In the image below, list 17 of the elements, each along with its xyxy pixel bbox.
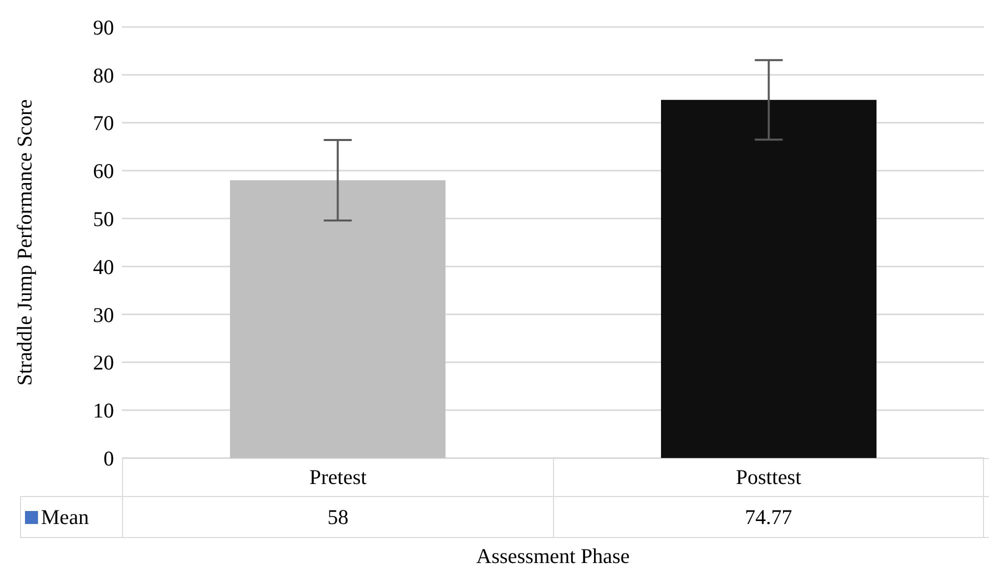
x-axis-title: Assessment Phase bbox=[475, 544, 631, 568]
x-tick-label: Pretest bbox=[122, 459, 553, 496]
data-label: 74.77 bbox=[553, 497, 984, 537]
y-tick-label: 20 bbox=[93, 350, 114, 375]
text: Mean bbox=[41, 504, 89, 530]
y-tick-label: 0 bbox=[104, 446, 114, 470]
data-label: 58 bbox=[122, 497, 553, 537]
y-tick-label: 40 bbox=[93, 254, 114, 279]
y-tick-label: 50 bbox=[93, 207, 114, 232]
y-tick-label: 70 bbox=[93, 111, 114, 136]
y-tick-label: 80 bbox=[93, 63, 114, 88]
y-axis-title: Straddle Jump Performance Score bbox=[12, 99, 36, 386]
y-tick-label: 30 bbox=[93, 302, 114, 327]
x-tick-label: Posttest bbox=[553, 459, 984, 496]
y-tick-label: 90 bbox=[93, 15, 114, 40]
y-tick-label: 60 bbox=[93, 159, 114, 184]
y-tick-label: 10 bbox=[93, 398, 114, 423]
